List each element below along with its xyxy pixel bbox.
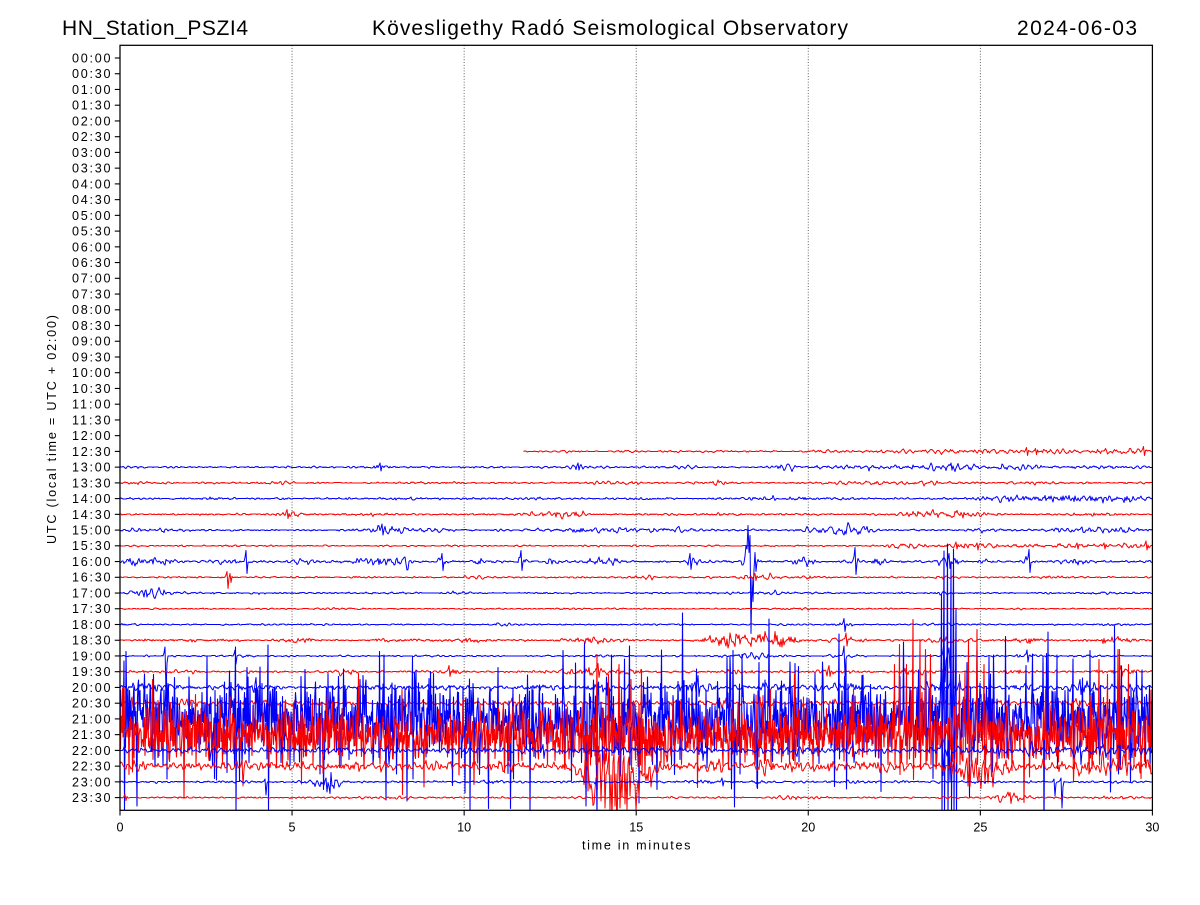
svg-text:Kövesligethy Radó Seismologica: Kövesligethy Radó Seismological Observat… xyxy=(372,17,849,40)
svg-text:25: 25 xyxy=(973,821,987,835)
svg-text:22:00: 22:00 xyxy=(72,744,111,758)
svg-text:08:00: 08:00 xyxy=(72,303,111,317)
svg-text:00:30: 00:30 xyxy=(72,67,111,81)
svg-text:12:00: 12:00 xyxy=(72,429,111,443)
svg-text:11:00: 11:00 xyxy=(72,398,111,412)
svg-text:23:00: 23:00 xyxy=(72,775,111,789)
svg-text:13:30: 13:30 xyxy=(72,476,111,490)
svg-text:05:00: 05:00 xyxy=(72,209,111,223)
svg-text:17:30: 17:30 xyxy=(72,602,111,616)
svg-text:14:00: 14:00 xyxy=(72,492,111,506)
svg-text:16:30: 16:30 xyxy=(72,571,111,585)
svg-text:14:30: 14:30 xyxy=(72,508,111,522)
svg-text:13:00: 13:00 xyxy=(72,461,111,475)
svg-text:04:00: 04:00 xyxy=(72,177,111,191)
svg-text:11:30: 11:30 xyxy=(72,413,111,427)
svg-text:15: 15 xyxy=(629,821,643,835)
svg-text:UTC (local time = UTC + 02:00): UTC (local time = UTC + 02:00) xyxy=(45,315,59,544)
svg-text:21:00: 21:00 xyxy=(72,712,111,726)
svg-text:20:30: 20:30 xyxy=(72,697,111,711)
svg-text:05:30: 05:30 xyxy=(72,225,111,239)
svg-text:22:30: 22:30 xyxy=(72,760,111,774)
svg-text:30: 30 xyxy=(1145,821,1159,835)
svg-text:02:00: 02:00 xyxy=(72,114,111,128)
svg-text:01:00: 01:00 xyxy=(72,83,111,97)
svg-text:10: 10 xyxy=(457,821,471,835)
svg-text:time in minutes: time in minutes xyxy=(582,839,691,853)
svg-text:HN_Station_PSZI4: HN_Station_PSZI4 xyxy=(62,17,248,40)
svg-text:12:30: 12:30 xyxy=(72,445,111,459)
svg-text:09:00: 09:00 xyxy=(72,335,111,349)
svg-text:15:00: 15:00 xyxy=(72,524,111,538)
svg-text:21:30: 21:30 xyxy=(72,728,111,742)
svg-text:10:00: 10:00 xyxy=(72,366,111,380)
svg-text:0: 0 xyxy=(116,821,123,835)
svg-text:18:30: 18:30 xyxy=(72,634,111,648)
svg-text:20: 20 xyxy=(801,821,815,835)
svg-text:07:30: 07:30 xyxy=(72,287,111,301)
svg-text:04:30: 04:30 xyxy=(72,193,111,207)
svg-text:06:30: 06:30 xyxy=(72,256,111,270)
svg-text:18:00: 18:00 xyxy=(72,618,111,632)
svg-text:08:30: 08:30 xyxy=(72,319,111,333)
svg-text:5: 5 xyxy=(289,821,296,835)
svg-text:16:00: 16:00 xyxy=(72,555,111,569)
svg-text:23:30: 23:30 xyxy=(72,791,111,805)
svg-text:06:00: 06:00 xyxy=(72,240,111,254)
svg-text:20:00: 20:00 xyxy=(72,681,111,695)
svg-text:01:30: 01:30 xyxy=(72,99,111,113)
svg-text:10:30: 10:30 xyxy=(72,382,111,396)
svg-text:19:30: 19:30 xyxy=(72,665,111,679)
svg-text:02:30: 02:30 xyxy=(72,130,111,144)
svg-text:03:30: 03:30 xyxy=(72,162,111,176)
svg-text:19:00: 19:00 xyxy=(72,649,111,663)
svg-text:15:30: 15:30 xyxy=(72,539,111,553)
svg-text:07:00: 07:00 xyxy=(72,272,111,286)
svg-text:17:00: 17:00 xyxy=(72,586,111,600)
svg-text:00:00: 00:00 xyxy=(72,51,111,65)
svg-text:09:30: 09:30 xyxy=(72,350,111,364)
svg-text:03:00: 03:00 xyxy=(72,146,111,160)
